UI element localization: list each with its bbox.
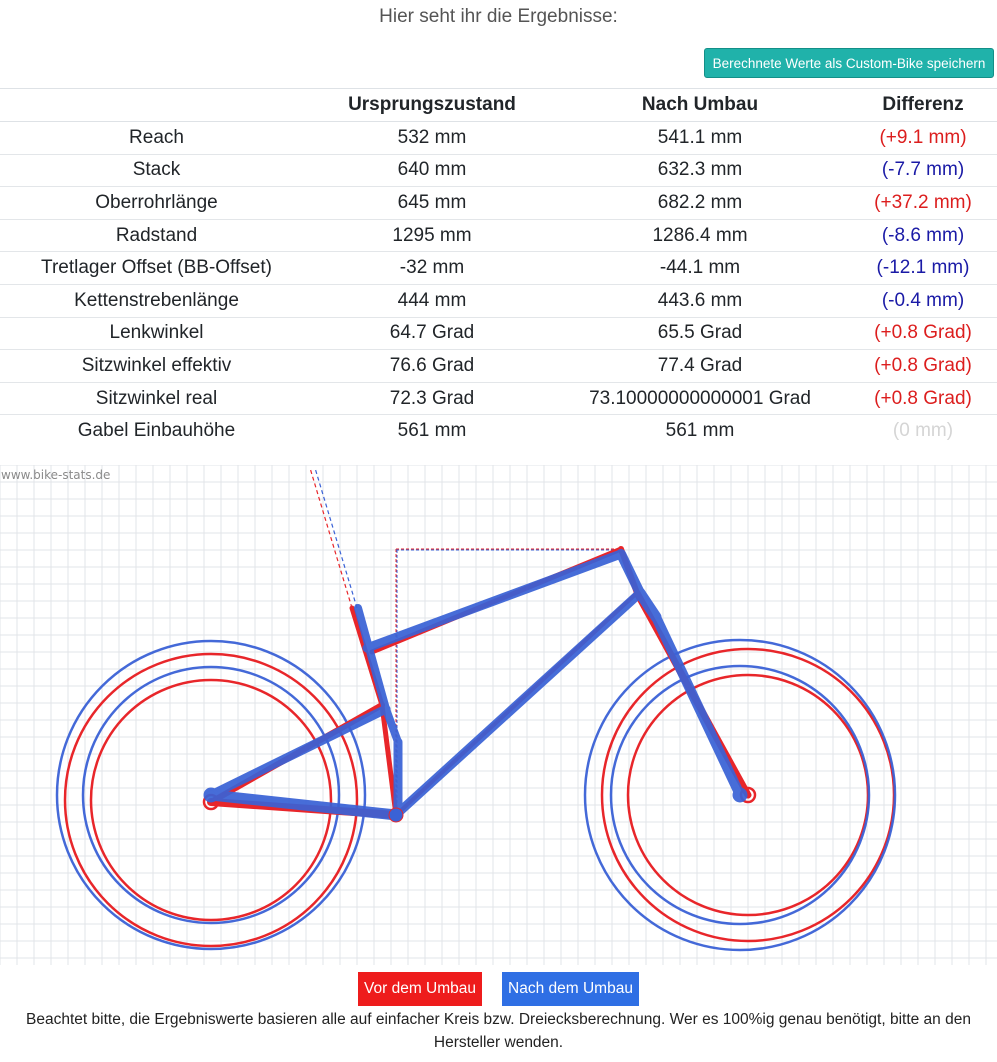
- row-after-value: 77.4 Grad: [551, 349, 849, 383]
- legend-after: Nach dem Umbau: [502, 972, 639, 1006]
- background-grid: [0, 465, 997, 965]
- row-after-value: 443.6 mm: [551, 284, 849, 318]
- row-before-value: 561 mm: [397, 420, 467, 442]
- row-after-value: 561 mm: [665, 420, 735, 442]
- table-row: Tretlager Offset (BB-Offset) -32 mm -44.1 …: [0, 251, 997, 285]
- table-row: Radstand 1295 mm 1286.4 mm (-8.6 mm): [0, 219, 997, 253]
- row-after-value: 682.2 mm: [551, 186, 849, 220]
- row-name: Stack: [0, 154, 313, 188]
- row-before-value: -32 mm: [313, 251, 551, 285]
- row-diff-value: (-12.1 mm): [849, 251, 997, 285]
- row-before-value: 64.7 Grad: [313, 317, 551, 351]
- row-before-value: 532 mm: [313, 121, 551, 155]
- save-custom-bike-button[interactable]: Berechnete Werte als Custom-Bike speiche…: [704, 48, 994, 78]
- row-name: Tretlager Offset (BB-Offset): [0, 251, 313, 285]
- table-row: Stack 640 mm 632.3 mm (-7.7 mm): [0, 154, 997, 188]
- bottom-bracket-marker: [388, 807, 404, 823]
- frame-after: [203, 549, 748, 821]
- row-before-value: 640 mm: [313, 154, 551, 188]
- row-diff-value: (+0.8 Grad): [849, 382, 997, 416]
- legend-before: Vor dem Umbau: [358, 972, 483, 1006]
- frame-before: [202, 546, 757, 819]
- row-before-value: 1295 mm: [313, 219, 551, 253]
- row-diff-value: (0 mm): [892, 420, 954, 442]
- row-diff-value: (+0.8 Grad): [849, 317, 997, 351]
- seatpost-extension: [309, 467, 358, 609]
- column-header-after: Nach Umbau: [551, 88, 849, 122]
- row-before-value: 645 mm: [313, 186, 551, 220]
- row-name: Gabel Einbauhöhe: [77, 420, 236, 442]
- row-name: Reach: [0, 121, 313, 155]
- table-row: Kettenstrebenlänge 444 mm 443.6 mm (-0.4 mm…: [0, 284, 997, 318]
- row-name: Kettenstrebenlänge: [0, 284, 313, 318]
- column-header-before: Ursprungszustand: [313, 88, 551, 122]
- watermark: www.bike-stats.de: [1, 468, 110, 482]
- bike-geometry-drawing: www.bike-stats.de: [0, 465, 997, 965]
- row-diff-value: (+37.2 mm): [849, 186, 997, 220]
- row-name: Radstand: [0, 219, 313, 253]
- row-name: Sitzwinkel real: [0, 382, 313, 416]
- table-row: Lenkwinkel 64.7 Grad 65.5 Grad (+0.8 Grad): [0, 317, 997, 351]
- row-diff-value: (-0.4 mm): [849, 284, 997, 318]
- table-row: Reach 532 mm 541.1 mm (+9.1 mm): [0, 121, 997, 155]
- row-after-value: 65.5 Grad: [551, 317, 849, 351]
- table-row: Gabel Einbauhöhe 561 mm 561 mm (0 mm): [0, 415, 997, 448]
- row-after-value: 73.10000000000001 Grad: [551, 382, 849, 416]
- table-row: Sitzwinkel effektiv 76.6 Grad 77.4 Grad (+0…: [0, 349, 997, 383]
- row-diff-value: (-8.6 mm): [849, 219, 997, 253]
- wheels-before: [63, 647, 896, 948]
- row-after-value: 541.1 mm: [551, 121, 849, 155]
- row-before-value: 72.3 Grad: [313, 382, 551, 416]
- row-after-value: -44.1 mm: [551, 251, 849, 285]
- row-before-value: 76.6 Grad: [313, 349, 551, 383]
- results-intro: Hier seht ihr die Ergebnisse:: [379, 6, 618, 27]
- disclaimer-note: Beachtet bitte, die Ergebniswerte basier…: [26, 1011, 971, 1051]
- table-row: Sitzwinkel real 72.3 Grad 73.1000000000000…: [0, 382, 997, 416]
- wheels-after: [55, 638, 897, 952]
- row-name: Sitzwinkel effektiv: [0, 349, 313, 383]
- legend: Vor dem Umbau Nach dem Umbau: [0, 972, 997, 1006]
- row-diff-value: (-7.7 mm): [849, 154, 997, 188]
- row-name: Oberrohrlänge: [0, 186, 313, 220]
- table-row: Oberrohrlänge 645 mm 682.2 mm (+37.2 mm): [0, 186, 997, 220]
- row-after-value: 1286.4 mm: [551, 219, 849, 253]
- results-table: Ursprungszustand Nach Umbau Differenz Re…: [0, 88, 997, 447]
- row-after-value: 632.3 mm: [551, 154, 849, 188]
- row-diff-value: (+9.1 mm): [849, 121, 997, 155]
- table-header-row: Ursprungszustand Nach Umbau Differenz: [0, 88, 997, 122]
- row-name: Lenkwinkel: [0, 317, 313, 351]
- column-header-diff: Differenz: [849, 88, 997, 122]
- column-header-name: [0, 88, 313, 122]
- row-diff-value: (+0.8 Grad): [849, 349, 997, 383]
- row-before-value: 444 mm: [313, 284, 551, 318]
